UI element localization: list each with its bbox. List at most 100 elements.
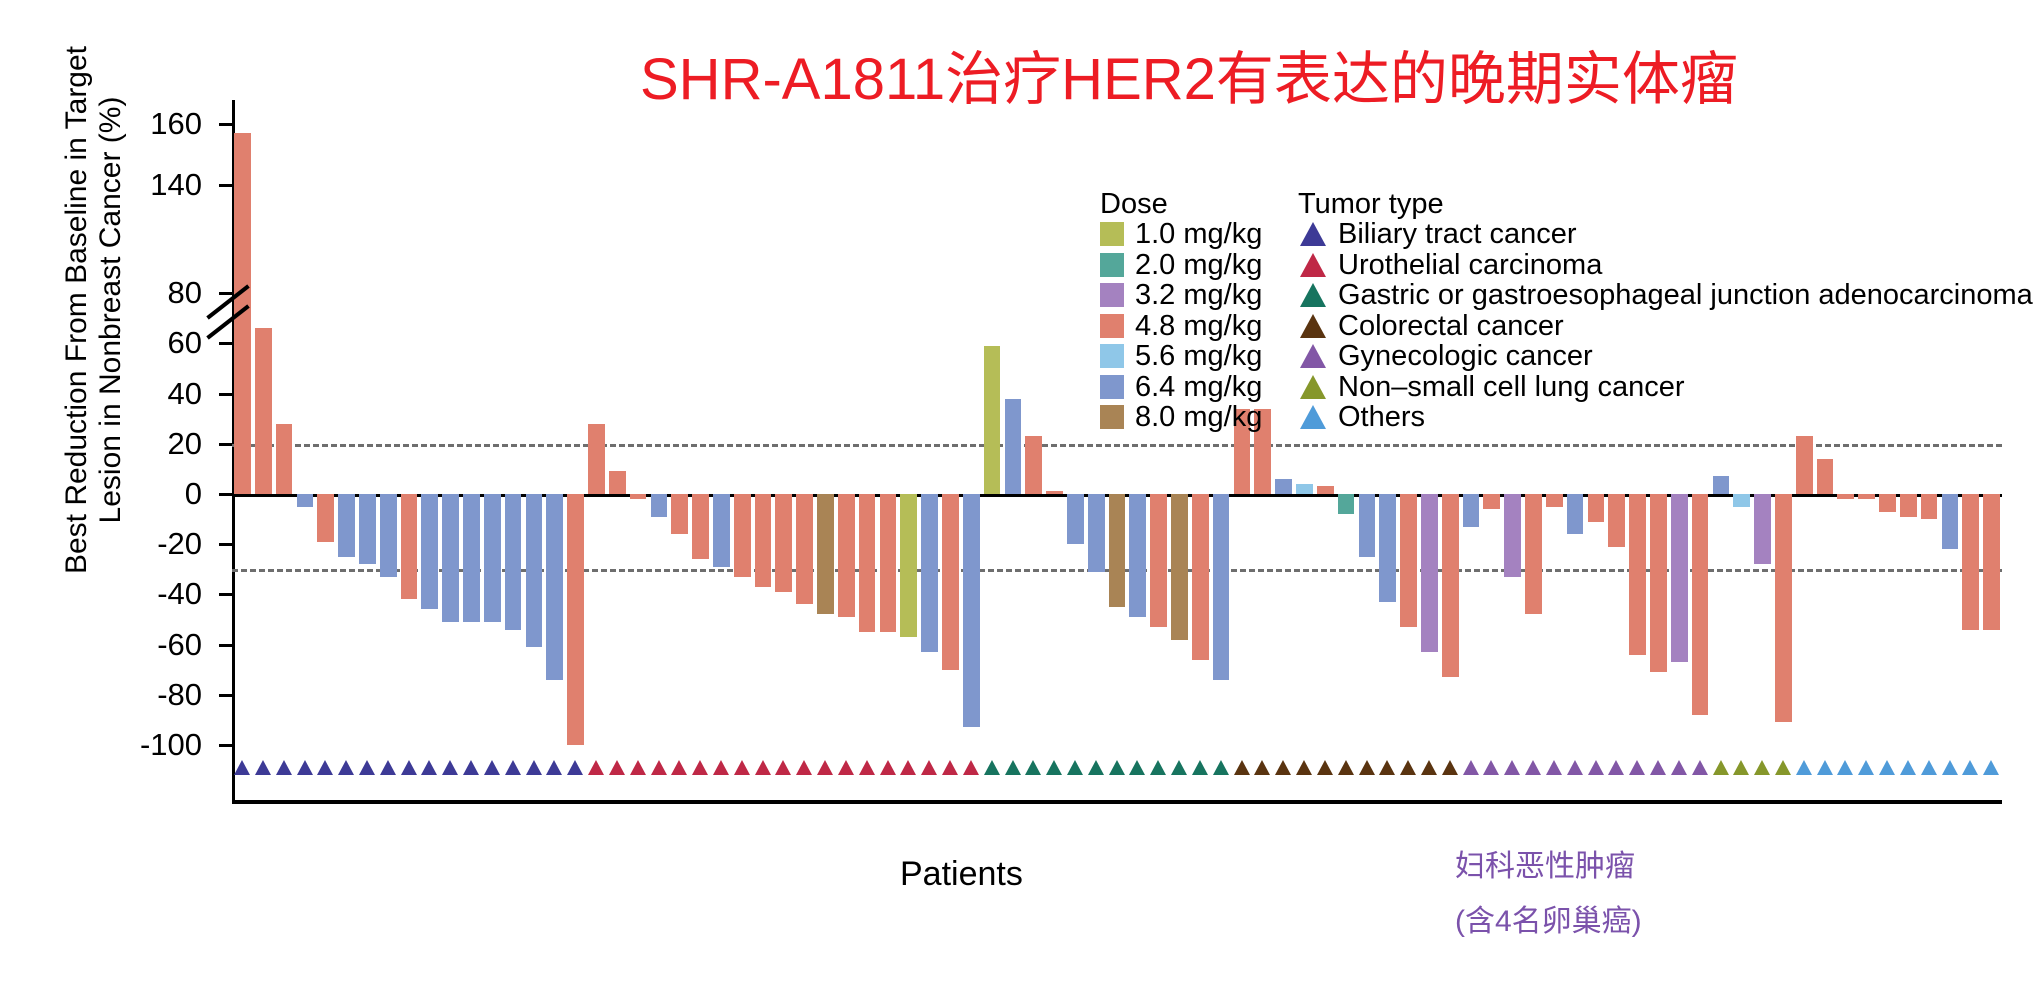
tumor-type-marker xyxy=(1712,760,1729,775)
legend-tumor-label: Urothelial carcinoma xyxy=(1338,248,1603,281)
bar xyxy=(733,494,751,577)
y-tick-80 xyxy=(219,292,232,296)
tumor-type-marker xyxy=(1504,760,1521,775)
tumor-type-marker xyxy=(775,760,792,775)
y-tick-label-140: 140 xyxy=(150,167,202,202)
legend-dose-swatch xyxy=(1100,252,1124,277)
tumor-type-marker xyxy=(1629,760,1646,775)
legend-dose-label: 6.4 mg/kg xyxy=(1135,370,1263,403)
y-tick-label--20: -20 xyxy=(157,526,202,562)
tumor-type-marker xyxy=(629,760,646,775)
bar xyxy=(379,494,397,577)
y-tick-label--60: -60 xyxy=(157,626,202,662)
bar xyxy=(1691,494,1709,715)
bar xyxy=(1816,458,1834,494)
bar xyxy=(879,494,897,633)
tumor-type-marker xyxy=(442,760,459,775)
bar xyxy=(1587,494,1605,522)
y-tick-20 xyxy=(219,442,232,446)
tumor-type-marker xyxy=(900,760,917,775)
tumor-type-marker xyxy=(879,760,896,775)
tumor-type-marker xyxy=(1899,760,1916,775)
x-axis-title: Patients xyxy=(900,855,1023,893)
tumor-type-marker xyxy=(1379,760,1396,775)
tumor-type-marker xyxy=(942,760,959,775)
y-tick-label--80: -80 xyxy=(157,676,202,712)
bar xyxy=(1962,494,1980,630)
bar xyxy=(254,328,272,494)
tumor-type-marker xyxy=(1483,760,1500,775)
y-tick-label-160: 160 xyxy=(150,106,202,141)
bar xyxy=(858,494,876,633)
tumor-type-marker xyxy=(483,760,500,775)
bar xyxy=(1046,491,1063,494)
bar xyxy=(1337,494,1355,515)
tumor-type-marker xyxy=(1962,760,1979,775)
bar xyxy=(588,423,605,494)
tumor-type-marker xyxy=(1587,760,1604,775)
tumor-type-marker xyxy=(400,760,417,775)
y-tick-label--100: -100 xyxy=(139,727,202,762)
y-tick-0 xyxy=(219,493,232,496)
bottom-axis-line xyxy=(232,800,2002,804)
bar xyxy=(754,494,772,587)
bar xyxy=(1296,483,1313,494)
tumor-type-marker xyxy=(1316,760,1333,775)
tumor-type-marker xyxy=(525,760,542,775)
tumor-type-marker xyxy=(692,760,709,775)
y-tick--100 xyxy=(219,744,232,747)
tumor-type-marker xyxy=(858,760,875,775)
y-tick--40 xyxy=(219,593,232,597)
bar xyxy=(1983,494,2000,630)
tumor-type-marker xyxy=(588,760,605,775)
bar xyxy=(546,494,564,680)
tumor-type-marker xyxy=(421,760,438,775)
tumor-type-marker xyxy=(1025,760,1042,775)
bar xyxy=(713,494,730,567)
tumor-type-marker xyxy=(1233,760,1250,775)
tumor-type-marker xyxy=(1816,760,1833,775)
bar xyxy=(942,494,959,670)
tumor-type-marker xyxy=(567,760,584,775)
y-tick-40 xyxy=(219,392,232,396)
legend-tumor-marker xyxy=(1300,374,1326,399)
legend-tumor-label: Colorectal cancer xyxy=(1338,309,1564,342)
bar xyxy=(796,494,813,605)
y-tick--80 xyxy=(219,693,232,697)
bar xyxy=(1775,494,1792,723)
tumor-type-marker xyxy=(1941,760,1958,775)
bar xyxy=(504,494,522,630)
tumor-type-marker xyxy=(1275,760,1292,775)
legend-dose-swatch xyxy=(1100,222,1124,246)
bar xyxy=(1483,494,1501,510)
tumor-type-marker xyxy=(1067,760,1084,775)
bar xyxy=(359,494,376,565)
bar xyxy=(1733,494,1751,507)
legend-tumor-title: Tumor type xyxy=(1298,188,1444,220)
bar xyxy=(1566,494,1584,535)
tumor-type-marker xyxy=(671,760,688,775)
tumor-type-marker xyxy=(463,760,480,775)
bar xyxy=(817,494,834,615)
tumor-type-marker xyxy=(1421,760,1438,775)
y-tick-160 xyxy=(219,123,232,126)
bar xyxy=(317,494,335,542)
bar xyxy=(296,494,314,507)
chart-title: SHR-A1811治疗HER2有表达的晚期实体瘤 xyxy=(640,47,1738,112)
bar xyxy=(1400,494,1417,628)
bar xyxy=(1899,494,1917,517)
tumor-type-marker xyxy=(1441,760,1458,775)
legend-dose-label: 5.6 mg/kg xyxy=(1135,340,1263,372)
tumor-type-marker xyxy=(254,760,271,775)
bar xyxy=(983,345,1001,494)
y-tick-60 xyxy=(219,342,232,346)
legend-tumor-marker xyxy=(1300,405,1326,429)
tumor-type-marker xyxy=(650,760,667,775)
tumor-type-marker xyxy=(1462,760,1479,775)
bar xyxy=(1795,436,1813,494)
gynecologic-annotation-line2: (含4名卵巢癌) xyxy=(1455,905,1642,938)
y-tick-label-0: 0 xyxy=(184,476,202,511)
bar xyxy=(421,494,439,610)
bar xyxy=(900,494,918,638)
tumor-type-marker xyxy=(546,760,563,775)
